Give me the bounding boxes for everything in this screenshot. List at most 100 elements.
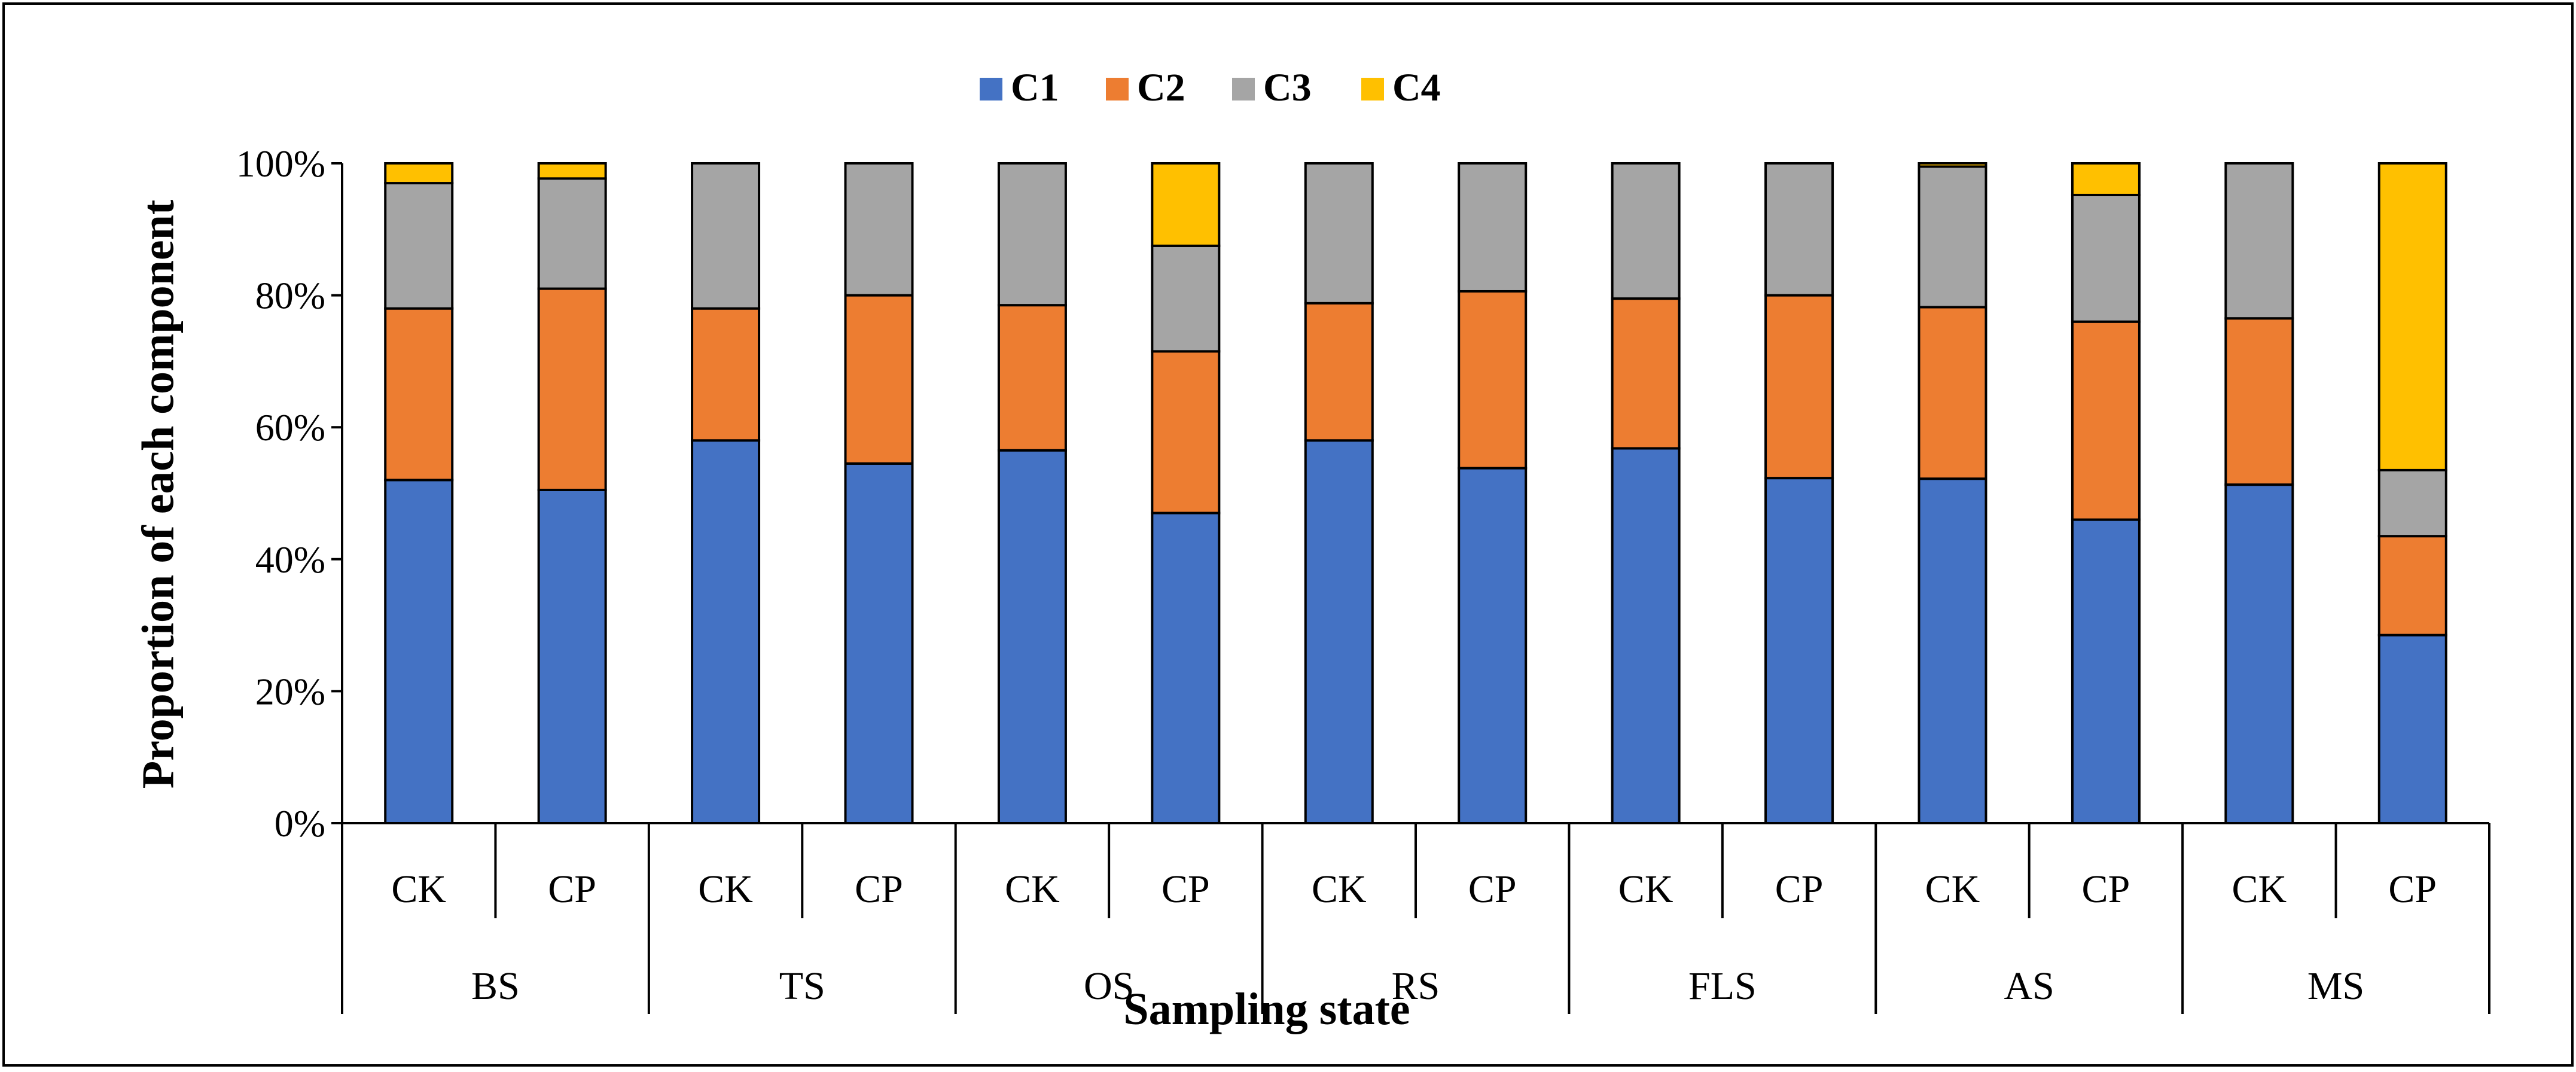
legend-swatch-c1 xyxy=(980,78,1002,100)
bar-c1-bs-ck xyxy=(384,479,454,824)
bar-c1-fls-cp xyxy=(1764,477,1834,824)
x-treatment-label: CK xyxy=(391,867,446,911)
x-treatment-label: CP xyxy=(548,867,596,911)
bar-c1-as-cp xyxy=(2071,518,2141,824)
bar-c3-as-ck xyxy=(1917,165,1987,309)
bar-c2-bs-ck xyxy=(384,307,454,482)
bar-c1-bs-cp xyxy=(537,488,607,824)
y-tick-label: 0% xyxy=(275,802,325,845)
bar-c4-os-cp xyxy=(1151,162,1221,247)
bar-stack-as-ck xyxy=(1917,162,1987,824)
y-tick-label: 80% xyxy=(255,275,325,317)
bar-stack-ms-cp xyxy=(2377,162,2447,825)
bar-c3-os-ck xyxy=(997,162,1067,307)
legend-label-c4: C4 xyxy=(1392,66,1441,109)
bar-c1-os-ck xyxy=(997,449,1067,824)
x-treatment-label: CK xyxy=(1005,867,1060,911)
bar-c1-os-cp xyxy=(1151,511,1221,824)
bar-stack-ms-ck xyxy=(2224,162,2294,824)
bar-c1-ms-cp xyxy=(2377,634,2447,825)
bar-c1-as-ck xyxy=(1917,477,1987,824)
bar-c2-ms-cp xyxy=(2377,535,2447,636)
x-treatment-label: CP xyxy=(1775,867,1824,911)
bar-c1-rs-ck xyxy=(1304,439,1374,824)
bar-c2-rs-ck xyxy=(1304,302,1374,442)
bar-c3-ms-ck xyxy=(2224,162,2294,320)
bar-stack-os-ck xyxy=(997,162,1067,824)
bar-c2-os-cp xyxy=(1151,350,1221,514)
bar-c3-fls-cp xyxy=(1764,162,1834,297)
bar-stack-bs-ck xyxy=(384,162,454,824)
legend-swatch-c3 xyxy=(1232,78,1255,100)
x-group-label-rs: RS xyxy=(1392,964,1440,1008)
bar-c3-as-cp xyxy=(2071,193,2141,323)
x-treatment-label: CP xyxy=(2388,867,2437,911)
legend-label-c2: C2 xyxy=(1137,66,1185,109)
bar-c4-as-cp xyxy=(2071,162,2141,196)
bar-c2-os-ck xyxy=(997,304,1067,452)
bar-c3-ms-cp xyxy=(2377,468,2447,538)
bar-c1-ms-ck xyxy=(2224,483,2294,824)
legend-swatch-c2 xyxy=(1106,78,1129,100)
y-tick-label: 60% xyxy=(255,406,325,449)
x-group-label-bs: BS xyxy=(471,964,520,1008)
bar-c1-ts-cp xyxy=(844,462,914,824)
x-group-label-fls: FLS xyxy=(1688,964,1757,1008)
bar-c1-rs-cp xyxy=(1458,467,1528,824)
bar-c4-as-ck xyxy=(1917,162,1987,168)
bar-c3-bs-ck xyxy=(384,182,454,310)
bar-stack-os-cp xyxy=(1151,162,1221,824)
x-treatment-label: CP xyxy=(1468,867,1517,911)
bar-c2-fls-ck xyxy=(1611,297,1681,450)
bar-c2-ts-cp xyxy=(844,294,914,465)
y-tick-label: 20% xyxy=(255,670,325,712)
bar-c3-ts-cp xyxy=(844,162,914,297)
bar-c4-bs-cp xyxy=(537,162,607,180)
bar-c4-bs-ck xyxy=(384,162,454,185)
bar-c3-ts-ck xyxy=(691,162,761,310)
bar-stack-bs-cp xyxy=(537,162,607,824)
x-group-label-ts: TS xyxy=(779,964,825,1008)
bar-c3-bs-cp xyxy=(537,177,607,290)
bar-c2-bs-cp xyxy=(537,287,607,491)
x-treatment-label: CK xyxy=(1925,867,1980,911)
x-treatment-label: CP xyxy=(855,867,903,911)
bar-c2-rs-cp xyxy=(1458,290,1528,470)
y-tick-label: 100% xyxy=(236,142,325,185)
bar-c1-ts-ck xyxy=(691,439,761,824)
x-treatment-label: CP xyxy=(1162,867,1210,911)
bar-stack-ts-ck xyxy=(691,162,761,824)
bar-stack-rs-cp xyxy=(1458,162,1528,824)
legend-label-c3: C3 xyxy=(1263,66,1312,109)
bar-stack-fls-cp xyxy=(1764,162,1834,824)
bar-c2-ms-ck xyxy=(2224,317,2294,486)
y-axis-title: Proportion of each component xyxy=(133,200,183,788)
legend-label-c1: C1 xyxy=(1011,66,1059,109)
bar-c4-ms-cp xyxy=(2377,162,2447,471)
bar-c2-as-ck xyxy=(1917,306,1987,480)
x-treatment-label: CP xyxy=(2082,867,2130,911)
x-group-label-ms: MS xyxy=(2307,964,2364,1008)
x-axis-title: Sampling state xyxy=(1123,984,1410,1034)
x-treatment-label: CK xyxy=(1312,867,1367,911)
x-treatment-label: CK xyxy=(2232,867,2287,911)
bar-stack-rs-ck xyxy=(1304,162,1374,824)
bar-stack-fls-ck xyxy=(1611,162,1681,824)
bar-c3-os-cp xyxy=(1151,244,1221,353)
bar-c2-fls-cp xyxy=(1764,294,1834,480)
bar-stack-ts-cp xyxy=(844,162,914,824)
y-tick-label: 40% xyxy=(255,538,325,581)
bar-c3-fls-ck xyxy=(1611,162,1681,300)
bar-c3-rs-ck xyxy=(1304,162,1374,304)
legend-swatch-c4 xyxy=(1361,78,1384,100)
bar-stack-as-cp xyxy=(2071,162,2141,824)
x-treatment-label: CK xyxy=(1618,867,1673,911)
bar-c3-rs-cp xyxy=(1458,162,1528,293)
bar-c1-fls-ck xyxy=(1611,447,1681,824)
x-group-label-os: OS xyxy=(1084,964,1134,1008)
bar-c2-ts-ck xyxy=(691,307,761,442)
x-group-label-as: AS xyxy=(2004,964,2054,1008)
bar-c2-as-cp xyxy=(2071,320,2141,521)
